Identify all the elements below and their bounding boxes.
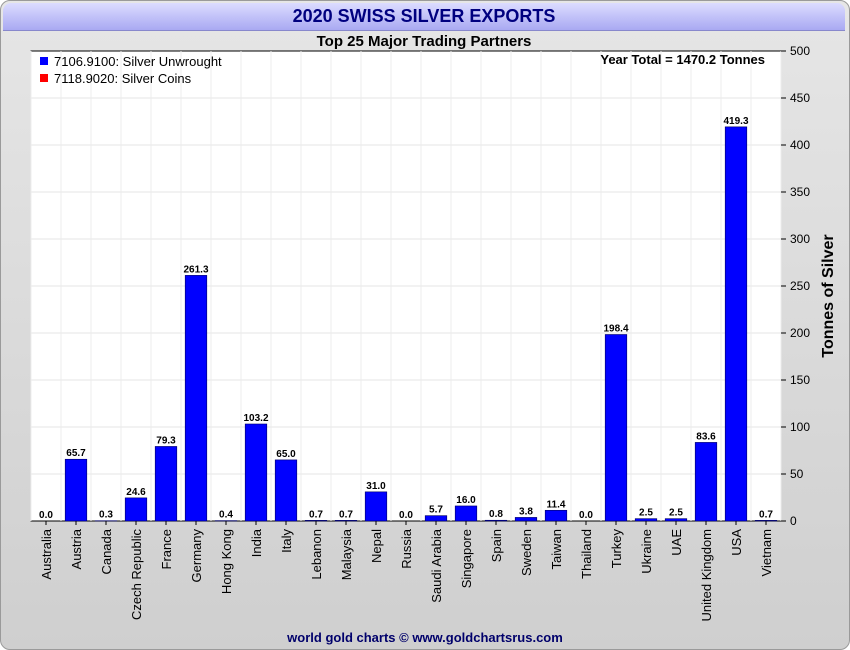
chart-title: Top 25 Major Trading Partners — [317, 33, 532, 50]
bar-austria — [64, 458, 88, 522]
y-tick-label: 50 — [790, 467, 804, 481]
x-tick-label: Germany — [189, 529, 204, 583]
bar-lebanon — [304, 520, 328, 522]
legend-label: 7118.9020: Silver Coins — [54, 71, 192, 86]
x-tick-label: Singapore — [459, 529, 474, 588]
y-tick-label: 0 — [790, 514, 797, 528]
x-tick-label: Austria — [69, 528, 84, 569]
bar-singapore — [454, 505, 478, 522]
bar-spain — [484, 519, 508, 522]
x-tick-label: Italy — [279, 529, 294, 553]
data-label: 24.6 — [126, 487, 146, 498]
y-tick-label: 300 — [790, 232, 810, 246]
y-tick-label: 200 — [790, 326, 810, 340]
x-tick-label: Czech Republic — [129, 529, 144, 621]
data-label: 5.7 — [429, 505, 443, 516]
bar-czech-republic — [124, 497, 148, 522]
bar-italy — [274, 459, 298, 522]
x-tick-label: Russia — [399, 528, 414, 569]
year-total-annotation: Year Total = 1470.2 Tonnes — [600, 52, 765, 67]
data-label: 0.7 — [759, 509, 773, 520]
x-tick-label: Canada — [99, 528, 114, 574]
y-tick-label: 150 — [790, 373, 810, 387]
x-tick-label: Hong Kong — [219, 529, 234, 594]
legend-swatch — [40, 74, 48, 82]
data-label: 79.3 — [156, 435, 176, 446]
x-tick-label: Sweden — [519, 529, 534, 576]
x-tick-label: Turkey — [609, 529, 624, 569]
x-tick-label: Vietnam — [759, 529, 774, 576]
y-tick-label: 250 — [790, 279, 810, 293]
data-label: 65.7 — [66, 448, 86, 459]
data-label: 16.0 — [456, 495, 476, 506]
data-label: 83.6 — [696, 431, 716, 442]
x-tick-label: Spain — [489, 529, 504, 562]
data-label: 0.0 — [399, 510, 413, 521]
data-label: 0.0 — [39, 510, 53, 521]
window-title: 2020 SWISS SILVER EXPORTS — [3, 3, 845, 31]
data-label: 3.8 — [519, 506, 533, 517]
y-tick-label: 500 — [790, 44, 810, 58]
data-label: 0.4 — [219, 510, 233, 521]
x-tick-label: USA — [729, 529, 744, 556]
bar-ukraine — [634, 518, 658, 522]
x-tick-label: Thailand — [579, 529, 594, 579]
x-tick-label: Ukraine — [639, 529, 654, 574]
data-label: 2.5 — [639, 508, 653, 519]
legend-swatch — [40, 57, 48, 65]
bar-vietnam — [754, 520, 778, 522]
data-label: 261.3 — [183, 264, 208, 275]
bar-taiwan — [544, 509, 568, 522]
data-label: 198.4 — [603, 324, 628, 335]
x-tick-label: France — [159, 529, 174, 569]
y-tick-label: 400 — [790, 138, 810, 152]
data-label: 0.7 — [339, 509, 353, 520]
bar-turkey — [604, 334, 628, 522]
data-label: 419.3 — [723, 116, 748, 127]
legend-label: 7106.9100: Silver Unwrought — [54, 54, 222, 69]
y-axis-label: Tonnes of Silver — [820, 234, 837, 357]
data-label: 11.4 — [547, 499, 566, 510]
data-label: 0.3 — [99, 510, 113, 521]
bar-india — [244, 423, 268, 522]
bar-saudi-arabia — [424, 515, 448, 522]
x-tick-label: Australia — [39, 528, 54, 579]
data-label: 2.5 — [669, 508, 683, 519]
x-tick-label: Taiwan — [549, 529, 564, 569]
y-tick-label: 450 — [790, 91, 810, 105]
x-tick-label: Lebanon — [309, 529, 324, 580]
bar-sweden — [514, 517, 538, 522]
data-label: 31.0 — [366, 481, 386, 492]
data-label: 65.0 — [276, 449, 296, 460]
bar-uae — [664, 518, 688, 522]
x-tick-label: United Kingdom — [699, 529, 714, 622]
x-tick-label: UAE — [669, 529, 684, 556]
bar-nepal — [364, 491, 388, 522]
bar-malaysia — [334, 520, 358, 522]
bar-germany — [184, 275, 208, 522]
x-tick-label: India — [249, 528, 264, 557]
data-label: 0.8 — [489, 509, 503, 520]
data-label: 0.0 — [579, 510, 593, 521]
x-tick-label: Malaysia — [339, 528, 354, 580]
bar-france — [154, 446, 178, 522]
x-tick-label: Nepal — [369, 529, 384, 563]
footer-credit: world gold charts © www.goldchartsrus.co… — [287, 630, 563, 645]
x-tick-label: Saudi Arabia — [429, 528, 444, 602]
bar-usa — [724, 126, 748, 522]
data-label: 103.2 — [243, 413, 268, 424]
bar-united-kingdom — [694, 442, 718, 522]
y-tick-label: 100 — [790, 420, 810, 434]
y-tick-label: 350 — [790, 185, 810, 199]
data-label: 0.7 — [309, 509, 323, 520]
